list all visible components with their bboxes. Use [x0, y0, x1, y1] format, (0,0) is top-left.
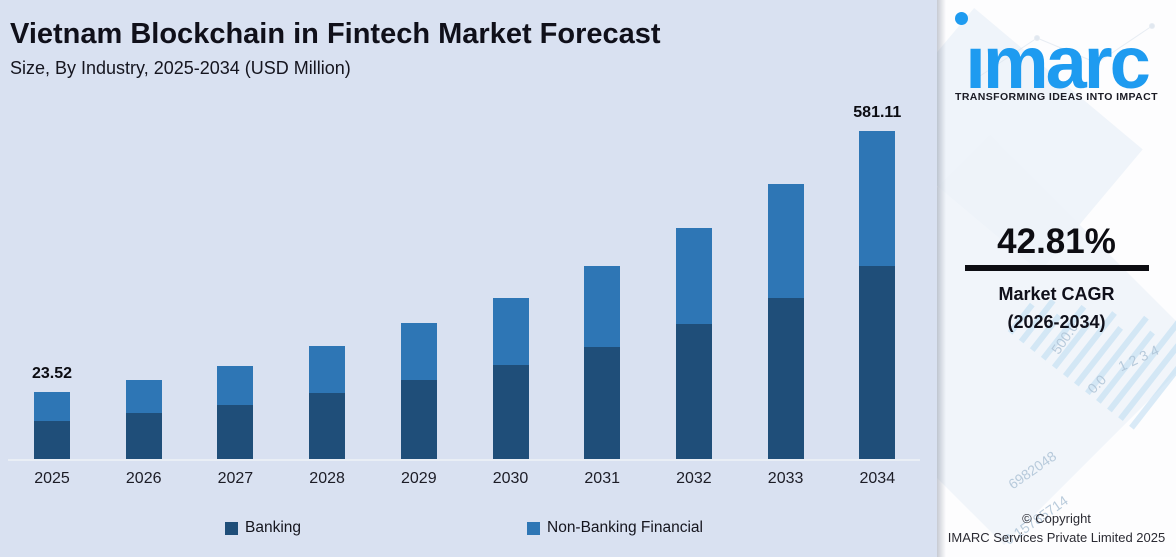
imarc-logo: ımarc TRANSFORMING IDEAS INTO IMPACT	[937, 0, 1176, 110]
x-axis-line	[8, 459, 920, 461]
imarc-logo-dot-icon	[955, 12, 968, 25]
x-tick-2025: 2025	[34, 470, 70, 487]
segment-non-banking-2028	[309, 346, 346, 393]
segment-banking-2025	[34, 421, 70, 460]
cagr-value: 42.81%	[997, 222, 1116, 261]
segment-non-banking-2027	[217, 366, 254, 405]
segment-non-banking-2030	[492, 298, 529, 365]
x-tick-2034: 2034	[859, 470, 896, 487]
legend-label: Banking	[245, 519, 302, 536]
segment-non-banking-2034	[859, 131, 896, 266]
stacked-bar-2025	[34, 392, 70, 460]
segment-banking-2034	[859, 266, 896, 460]
panel-edge-shadow	[937, 0, 946, 557]
watermark-sheet-icon	[937, 134, 1176, 546]
x-tick-2027: 2027	[217, 470, 254, 487]
copyright-line: IMARC Services Private Limited 2025	[947, 530, 1166, 545]
cagr-underline	[965, 265, 1149, 271]
brand-panel: 500.0 0.0 1 2 3 4 6982048 0.15785714 ıma…	[937, 0, 1176, 557]
legend-label: Non-Banking Financial	[547, 519, 703, 536]
segment-non-banking-2025	[34, 392, 70, 421]
x-tick-2028: 2028	[309, 470, 345, 487]
stacked-bar-2030	[492, 298, 529, 460]
data-label-2025: 23.52	[31, 365, 73, 382]
stacked-bar-2034	[859, 131, 896, 460]
chart-region: Vietnam Blockchain in Fintech Market For…	[0, 0, 937, 557]
watermark-number: 6982048	[1005, 447, 1060, 493]
segment-non-banking-2032	[675, 228, 712, 324]
segment-non-banking-2029	[400, 323, 437, 380]
x-tick-2032: 2032	[676, 470, 712, 487]
segment-banking-2027	[217, 405, 254, 460]
imarc-tagline: TRANSFORMING IDEAS INTO IMPACT	[955, 91, 1158, 103]
page-title: Vietnam Blockchain in Fintech Market For…	[10, 18, 661, 50]
stacked-bar-2031	[584, 266, 621, 460]
stacked-bar-2026	[125, 380, 162, 460]
segment-non-banking-2033	[767, 184, 804, 298]
x-tick-2026: 2026	[125, 470, 162, 487]
imarc-logo-wordmark: ımarc	[965, 21, 1150, 104]
legend-swatch-icon	[225, 521, 238, 535]
stacked-bar-2033	[767, 184, 804, 460]
x-tick-2031: 2031	[584, 470, 620, 487]
segment-banking-2029	[400, 380, 437, 460]
copyright-line: © Copyright	[1022, 511, 1091, 526]
x-tick-2033: 2033	[767, 470, 804, 487]
cagr-label: Market CAGR	[998, 284, 1115, 304]
data-label-2034: 581.11	[853, 104, 902, 121]
legend-item-non-banking-financial: Non-Banking Financial	[527, 518, 703, 538]
cagr-period: (2026-2034)	[1007, 312, 1106, 332]
segment-banking-2032	[675, 324, 712, 460]
segment-banking-2026	[125, 413, 162, 460]
segment-banking-2031	[584, 347, 621, 460]
page-subtitle: Size, By Industry, 2025-2034 (USD Millio…	[10, 58, 351, 78]
watermark-number: 0.0	[1084, 371, 1110, 397]
stacked-bar-2029	[400, 323, 437, 460]
segment-banking-2033	[767, 298, 804, 460]
stacked-bar-2032	[675, 228, 712, 460]
segment-non-banking-2031	[584, 266, 621, 347]
legend-swatch-icon	[527, 521, 540, 535]
stacked-bar-2027	[217, 366, 254, 460]
watermark-number: 1 2 3 4	[1115, 341, 1162, 375]
segment-non-banking-2026	[125, 380, 162, 413]
legend-item-banking: Banking	[225, 518, 301, 538]
segment-banking-2030	[492, 365, 529, 460]
x-tick-2030: 2030	[492, 470, 529, 487]
x-tick-2029: 2029	[401, 470, 437, 487]
stacked-bar-2028	[309, 346, 346, 460]
segment-banking-2028	[309, 393, 346, 460]
